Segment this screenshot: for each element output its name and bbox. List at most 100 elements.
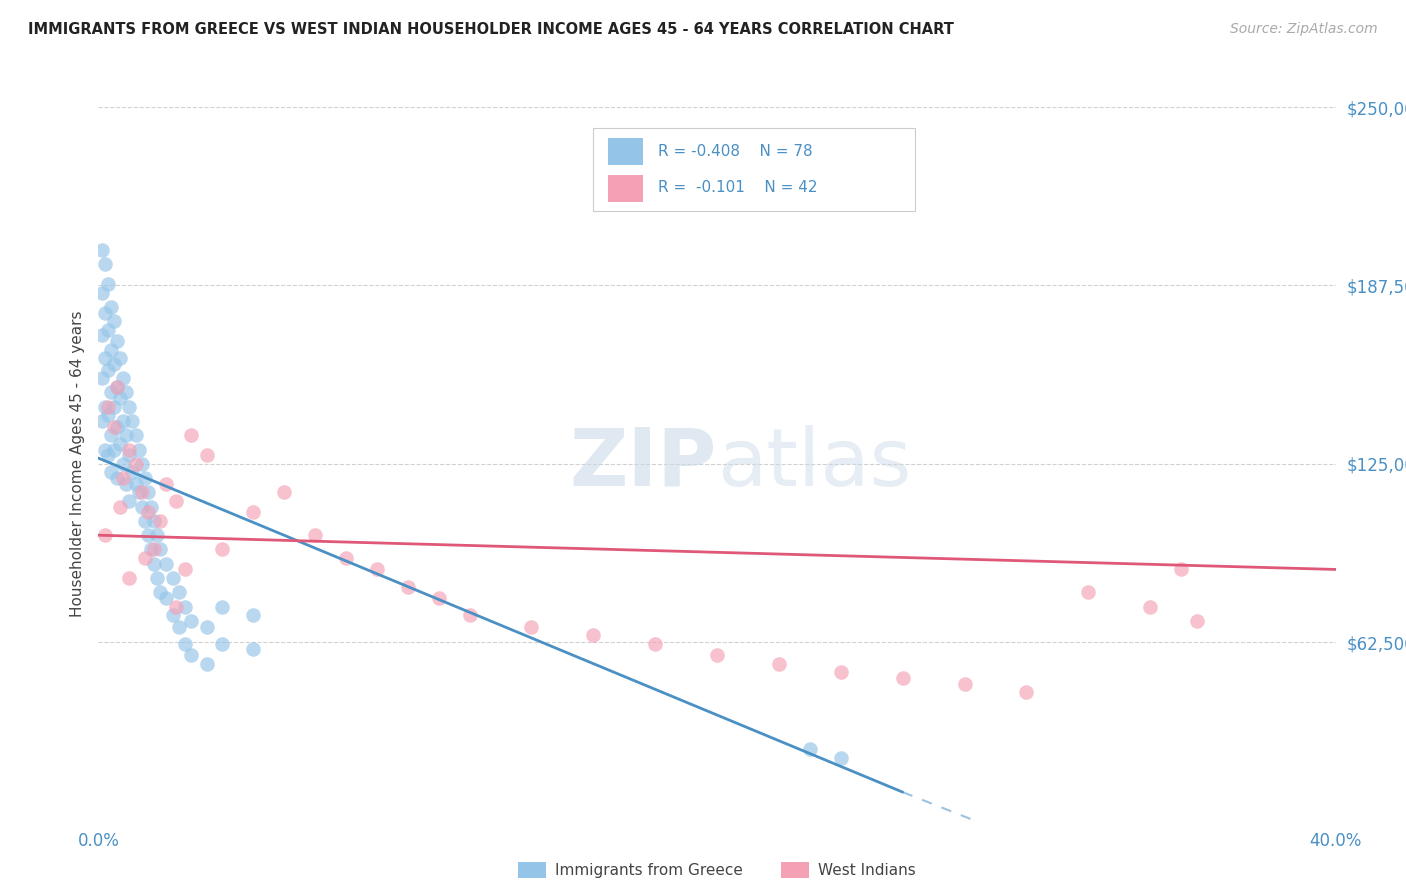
Text: R =  -0.101    N = 42: R = -0.101 N = 42 — [658, 180, 817, 195]
Point — [165, 494, 187, 508]
Point — [167, 619, 190, 633]
Point — [146, 571, 169, 585]
Point — [211, 637, 233, 651]
Point — [174, 599, 197, 614]
Point — [149, 514, 172, 528]
Point — [103, 442, 125, 457]
Point — [97, 448, 120, 462]
Point — [174, 637, 197, 651]
Point — [118, 448, 141, 462]
Point — [124, 428, 146, 442]
Point — [100, 428, 122, 442]
Point — [953, 676, 976, 690]
Point — [93, 528, 115, 542]
Point — [396, 580, 419, 594]
Point — [93, 257, 115, 271]
Point — [124, 476, 146, 491]
Point — [100, 385, 122, 400]
Point — [90, 243, 112, 257]
Point — [105, 334, 128, 348]
Point — [93, 442, 115, 457]
Point — [105, 380, 128, 394]
Point — [136, 528, 159, 542]
Point — [242, 642, 264, 657]
Point — [180, 648, 202, 662]
Point — [146, 528, 169, 542]
Point — [93, 400, 115, 414]
Point — [118, 400, 141, 414]
Point — [242, 608, 264, 623]
Point — [427, 591, 450, 605]
Point — [97, 323, 120, 337]
Y-axis label: Householder Income Ages 45 - 64 years: Householder Income Ages 45 - 64 years — [69, 310, 84, 617]
Point — [131, 500, 153, 514]
Point — [1185, 614, 1208, 628]
Point — [93, 305, 115, 319]
Point — [112, 414, 135, 428]
Point — [830, 751, 852, 765]
Point — [108, 437, 131, 451]
Point — [1139, 599, 1161, 614]
Point — [1077, 585, 1099, 599]
Text: IMMIGRANTS FROM GREECE VS WEST INDIAN HOUSEHOLDER INCOME AGES 45 - 64 YEARS CORR: IMMIGRANTS FROM GREECE VS WEST INDIAN HO… — [28, 22, 955, 37]
Point — [115, 385, 138, 400]
Point — [180, 614, 202, 628]
Point — [155, 476, 177, 491]
Point — [112, 457, 135, 471]
Point — [139, 500, 162, 514]
Point — [105, 380, 128, 394]
Text: R = -0.408    N = 78: R = -0.408 N = 78 — [658, 144, 813, 159]
Point — [118, 442, 141, 457]
Point — [121, 414, 143, 428]
Point — [149, 585, 172, 599]
Point — [335, 551, 357, 566]
Point — [366, 562, 388, 576]
Point — [706, 648, 728, 662]
Point — [143, 542, 166, 557]
Point — [582, 628, 605, 642]
Point — [242, 505, 264, 519]
Text: ZIP: ZIP — [569, 425, 717, 503]
Point — [90, 285, 112, 300]
Point — [799, 742, 821, 756]
Point — [131, 457, 153, 471]
Point — [211, 542, 233, 557]
Point — [112, 371, 135, 385]
Point — [155, 557, 177, 571]
Point — [162, 571, 184, 585]
Point — [100, 343, 122, 357]
Point — [273, 485, 295, 500]
Point — [520, 619, 543, 633]
Point — [108, 500, 131, 514]
Point — [90, 328, 112, 343]
Point — [115, 476, 138, 491]
Point — [108, 391, 131, 405]
Point — [644, 637, 666, 651]
Point — [180, 428, 202, 442]
Point — [124, 457, 146, 471]
Point — [118, 571, 141, 585]
Point — [131, 485, 153, 500]
Point — [139, 542, 162, 557]
Point — [136, 485, 159, 500]
Point — [1015, 685, 1038, 699]
Point — [155, 591, 177, 605]
Point — [458, 608, 481, 623]
Point — [891, 671, 914, 685]
Point — [195, 619, 218, 633]
Point — [90, 414, 112, 428]
Point — [112, 471, 135, 485]
Point — [162, 608, 184, 623]
Point — [211, 599, 233, 614]
Point — [136, 505, 159, 519]
Text: Source: ZipAtlas.com: Source: ZipAtlas.com — [1230, 22, 1378, 37]
Point — [90, 371, 112, 385]
Legend: Immigrants from Greece, West Indians: Immigrants from Greece, West Indians — [512, 856, 922, 884]
Point — [118, 494, 141, 508]
Point — [128, 442, 150, 457]
Point — [143, 557, 166, 571]
Point — [121, 466, 143, 480]
Point — [830, 665, 852, 680]
Point — [97, 409, 120, 423]
Point — [115, 428, 138, 442]
